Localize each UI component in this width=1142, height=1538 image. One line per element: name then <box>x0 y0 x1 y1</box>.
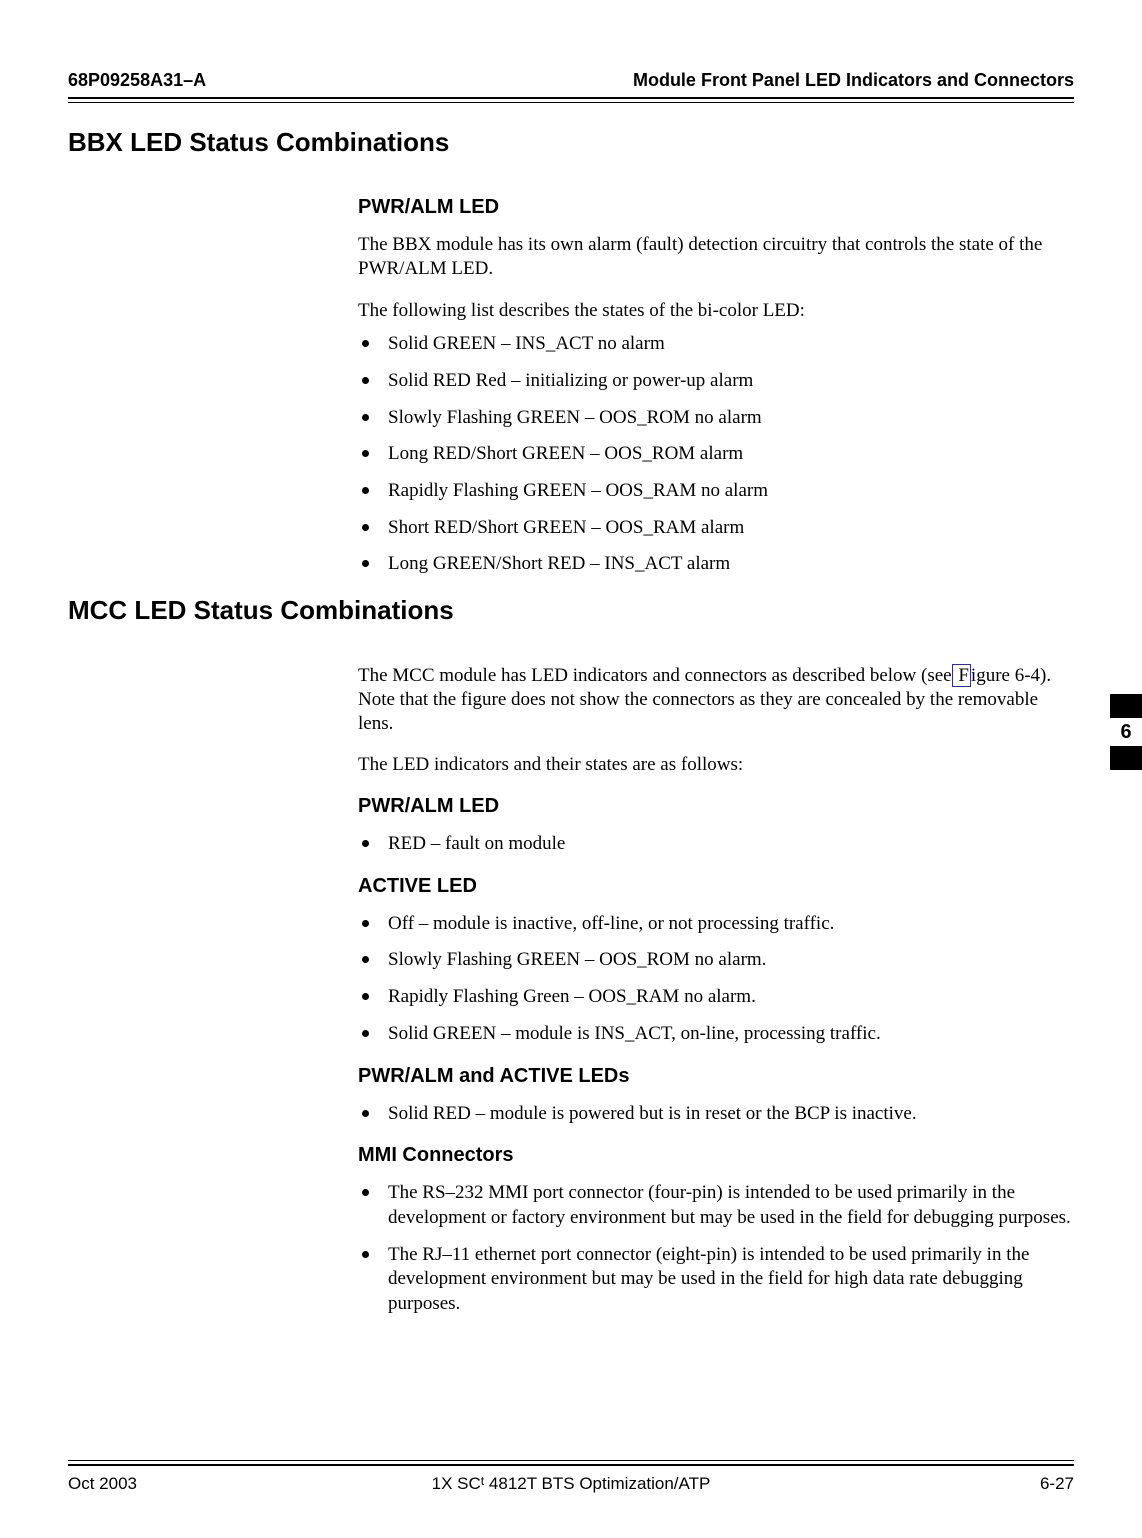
list-item: Solid RED Red – initializing or power-up… <box>358 369 1074 394</box>
paragraph: The following list describes the states … <box>358 299 1074 323</box>
mcc-mmi-list: The RS–232 MMI port connector (four-pin)… <box>358 1181 1074 1316</box>
chapter-tab: 6 <box>1110 694 1142 770</box>
subheading-pwr-alm: PWR/ALM LED <box>358 196 1074 219</box>
section-heading-bbx: BBX LED Status Combinations <box>68 127 1074 158</box>
page-number: 6-27 <box>823 1474 1075 1494</box>
mcc-active-list: Off – module is inactive, off-line, or n… <box>358 912 1074 1047</box>
list-item: Slowly Flashing GREEN – OOS_ROM no alarm <box>358 406 1074 431</box>
subheading-pwr-alm: PWR/ALM LED <box>358 795 1074 818</box>
tab-block-icon <box>1110 694 1142 718</box>
list-item: Off – module is inactive, off-line, or n… <box>358 912 1074 937</box>
list-item: Long RED/Short GREEN – OOS_ROM alarm <box>358 442 1074 467</box>
tab-block-icon <box>1110 746 1142 770</box>
page-header: 68P09258A31–A Module Front Panel LED Ind… <box>68 70 1074 91</box>
page-footer: Oct 2003 1X SCt 4812T BTS Optimization/A… <box>68 1460 1074 1494</box>
text: 4812T BTS Optimization/ATP <box>484 1474 710 1493</box>
list-item: Slowly Flashing GREEN – OOS_ROM no alarm… <box>358 948 1074 973</box>
list-item: Short RED/Short GREEN – OOS_RAM alarm <box>358 516 1074 541</box>
mcc-pwr-list: RED – fault on module <box>358 832 1074 857</box>
list-item: Long GREEN/Short RED – INS_ACT alarm <box>358 552 1074 577</box>
footer-title: 1X SCt 4812T BTS Optimization/ATP <box>320 1474 823 1494</box>
subheading-mmi: MMI Connectors <box>358 1144 1074 1167</box>
subheading-both-leds: PWR/ALM and ACTIVE LEDs <box>358 1065 1074 1088</box>
doc-number: 68P09258A31–A <box>68 70 206 91</box>
footer-date: Oct 2003 <box>68 1474 320 1494</box>
footer-rule <box>68 1464 1074 1466</box>
paragraph: The LED indicators and their states are … <box>358 753 1074 777</box>
bbx-led-list: Solid GREEN – INS_ACT no alarm Solid RED… <box>358 332 1074 577</box>
figure-reference-link[interactable]: F <box>952 664 971 687</box>
paragraph: The MCC module has LED indicators and co… <box>358 664 1074 735</box>
list-item: Rapidly Flashing Green – OOS_RAM no alar… <box>358 985 1074 1010</box>
footer-rule <box>68 1460 1074 1461</box>
list-item: Solid GREEN – INS_ACT no alarm <box>358 332 1074 357</box>
header-rule <box>68 97 1074 99</box>
list-item: RED – fault on module <box>358 832 1074 857</box>
text: The MCC module has LED indicators and co… <box>358 665 952 686</box>
list-item: The RS–232 MMI port connector (four-pin)… <box>358 1181 1074 1230</box>
section-heading-mcc: MCC LED Status Combinations <box>68 595 1074 626</box>
subheading-active: ACTIVE LED <box>358 875 1074 898</box>
doc-title: Module Front Panel LED Indicators and Co… <box>633 70 1074 91</box>
list-item: Solid GREEN – module is INS_ACT, on-line… <box>358 1022 1074 1047</box>
text: 1X SC <box>432 1474 481 1493</box>
list-item: Solid RED – module is powered but is in … <box>358 1102 1074 1127</box>
chapter-number: 6 <box>1110 718 1142 746</box>
list-item: Rapidly Flashing GREEN – OOS_RAM no alar… <box>358 479 1074 504</box>
paragraph: The BBX module has its own alarm (fault)… <box>358 233 1074 281</box>
header-rule <box>68 102 1074 103</box>
mcc-both-list: Solid RED – module is powered but is in … <box>358 1102 1074 1127</box>
list-item: The RJ–11 ethernet port connector (eight… <box>358 1243 1074 1317</box>
